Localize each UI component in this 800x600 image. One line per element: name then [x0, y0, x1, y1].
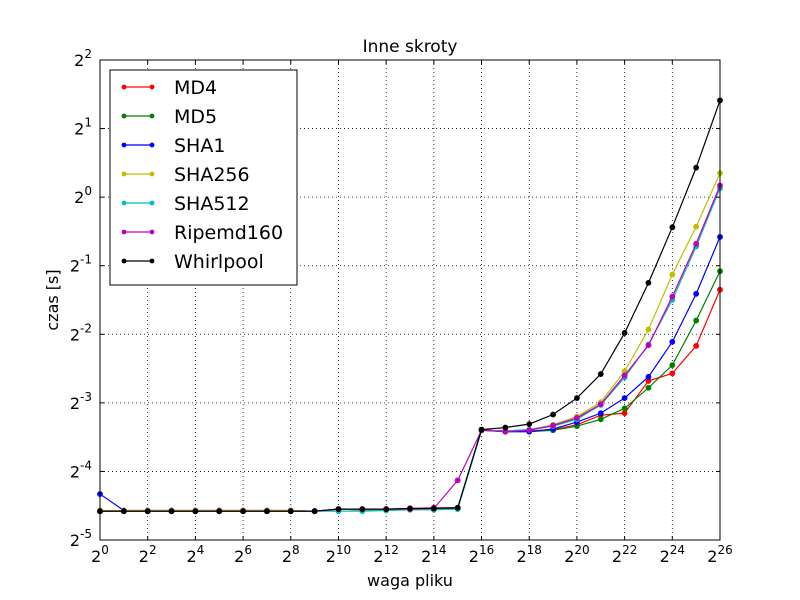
data-point	[359, 506, 366, 513]
data-point	[240, 508, 246, 515]
data-point	[407, 505, 413, 512]
data-point	[335, 506, 342, 513]
data-point	[311, 508, 318, 515]
data-point	[597, 410, 604, 417]
legend-item: MD4	[121, 77, 217, 99]
legend-item: MD5	[121, 106, 217, 128]
data-point	[192, 508, 199, 515]
data-point	[216, 508, 223, 515]
data-point	[597, 416, 604, 423]
data-point	[645, 326, 652, 333]
legend-marker	[149, 200, 155, 206]
legend-marker	[149, 84, 155, 90]
legend-marker	[121, 200, 127, 206]
data-point	[645, 384, 652, 391]
legend-label: Whirlpool	[174, 251, 264, 273]
data-point	[550, 422, 556, 429]
legend-item: SHA1	[121, 135, 225, 157]
data-point	[168, 508, 175, 515]
data-point	[430, 505, 437, 512]
data-point	[693, 164, 700, 171]
legend-marker	[121, 258, 127, 264]
data-point	[693, 290, 700, 297]
data-point	[264, 508, 270, 515]
data-point	[383, 506, 390, 513]
legend-label: SHA256	[174, 164, 250, 186]
legend-label: SHA512	[174, 193, 250, 215]
legend-marker	[121, 229, 127, 235]
data-point	[669, 271, 676, 278]
data-point	[669, 362, 676, 369]
data-point	[574, 395, 580, 401]
chart-title: Inne skroty	[363, 37, 458, 57]
legend-marker	[149, 142, 155, 148]
legend-marker	[149, 229, 155, 235]
x-axis-label: waga pliku	[367, 571, 453, 590]
data-point	[597, 401, 604, 408]
data-point	[454, 504, 461, 511]
data-point	[502, 424, 509, 431]
data-point	[693, 317, 700, 324]
data-point	[693, 223, 700, 230]
series-whirlpool	[97, 97, 723, 515]
data-point	[621, 372, 628, 379]
legend-label: MD4	[174, 77, 217, 99]
legend-label: Ripemd160	[174, 222, 283, 244]
legend-label: SHA1	[174, 135, 225, 157]
data-point	[621, 410, 628, 417]
legend-label: MD5	[174, 106, 217, 128]
data-point	[454, 477, 461, 484]
legend: MD4 MD5 SHA1 SHA256 SHA512 Ripemd160 Whirlpool	[109, 69, 298, 286]
legend-item: Ripemd160	[121, 222, 283, 244]
legend-box	[109, 69, 298, 286]
data-point	[645, 342, 652, 349]
data-point	[669, 370, 676, 377]
data-point	[526, 421, 533, 428]
data-point	[550, 411, 556, 418]
data-point	[287, 508, 294, 515]
data-point	[574, 415, 580, 421]
y-axis-label: czas [s]	[43, 269, 62, 330]
data-point	[645, 373, 652, 380]
legend-marker	[121, 113, 127, 119]
legend-marker	[121, 171, 127, 177]
data-point	[621, 405, 628, 412]
data-point	[693, 240, 700, 247]
legend-item: SHA512	[121, 193, 250, 215]
data-point	[621, 395, 628, 401]
legend-marker	[149, 113, 155, 119]
series-layer	[97, 97, 723, 515]
data-point	[669, 224, 676, 231]
data-point	[669, 338, 676, 345]
plot-frame	[99, 59, 721, 541]
data-point	[621, 330, 628, 336]
data-point	[526, 427, 533, 434]
data-point	[144, 508, 151, 515]
legend-marker	[121, 142, 127, 148]
legend-marker	[149, 258, 155, 264]
legend-marker	[121, 84, 127, 90]
data-point	[669, 293, 676, 300]
legend-marker	[149, 171, 155, 177]
data-point	[597, 371, 604, 377]
legend-item: SHA256	[121, 164, 250, 186]
data-point	[645, 279, 652, 286]
data-point	[120, 508, 127, 515]
data-point	[693, 343, 700, 349]
legend-item: Whirlpool	[121, 251, 264, 273]
data-point	[478, 426, 485, 433]
